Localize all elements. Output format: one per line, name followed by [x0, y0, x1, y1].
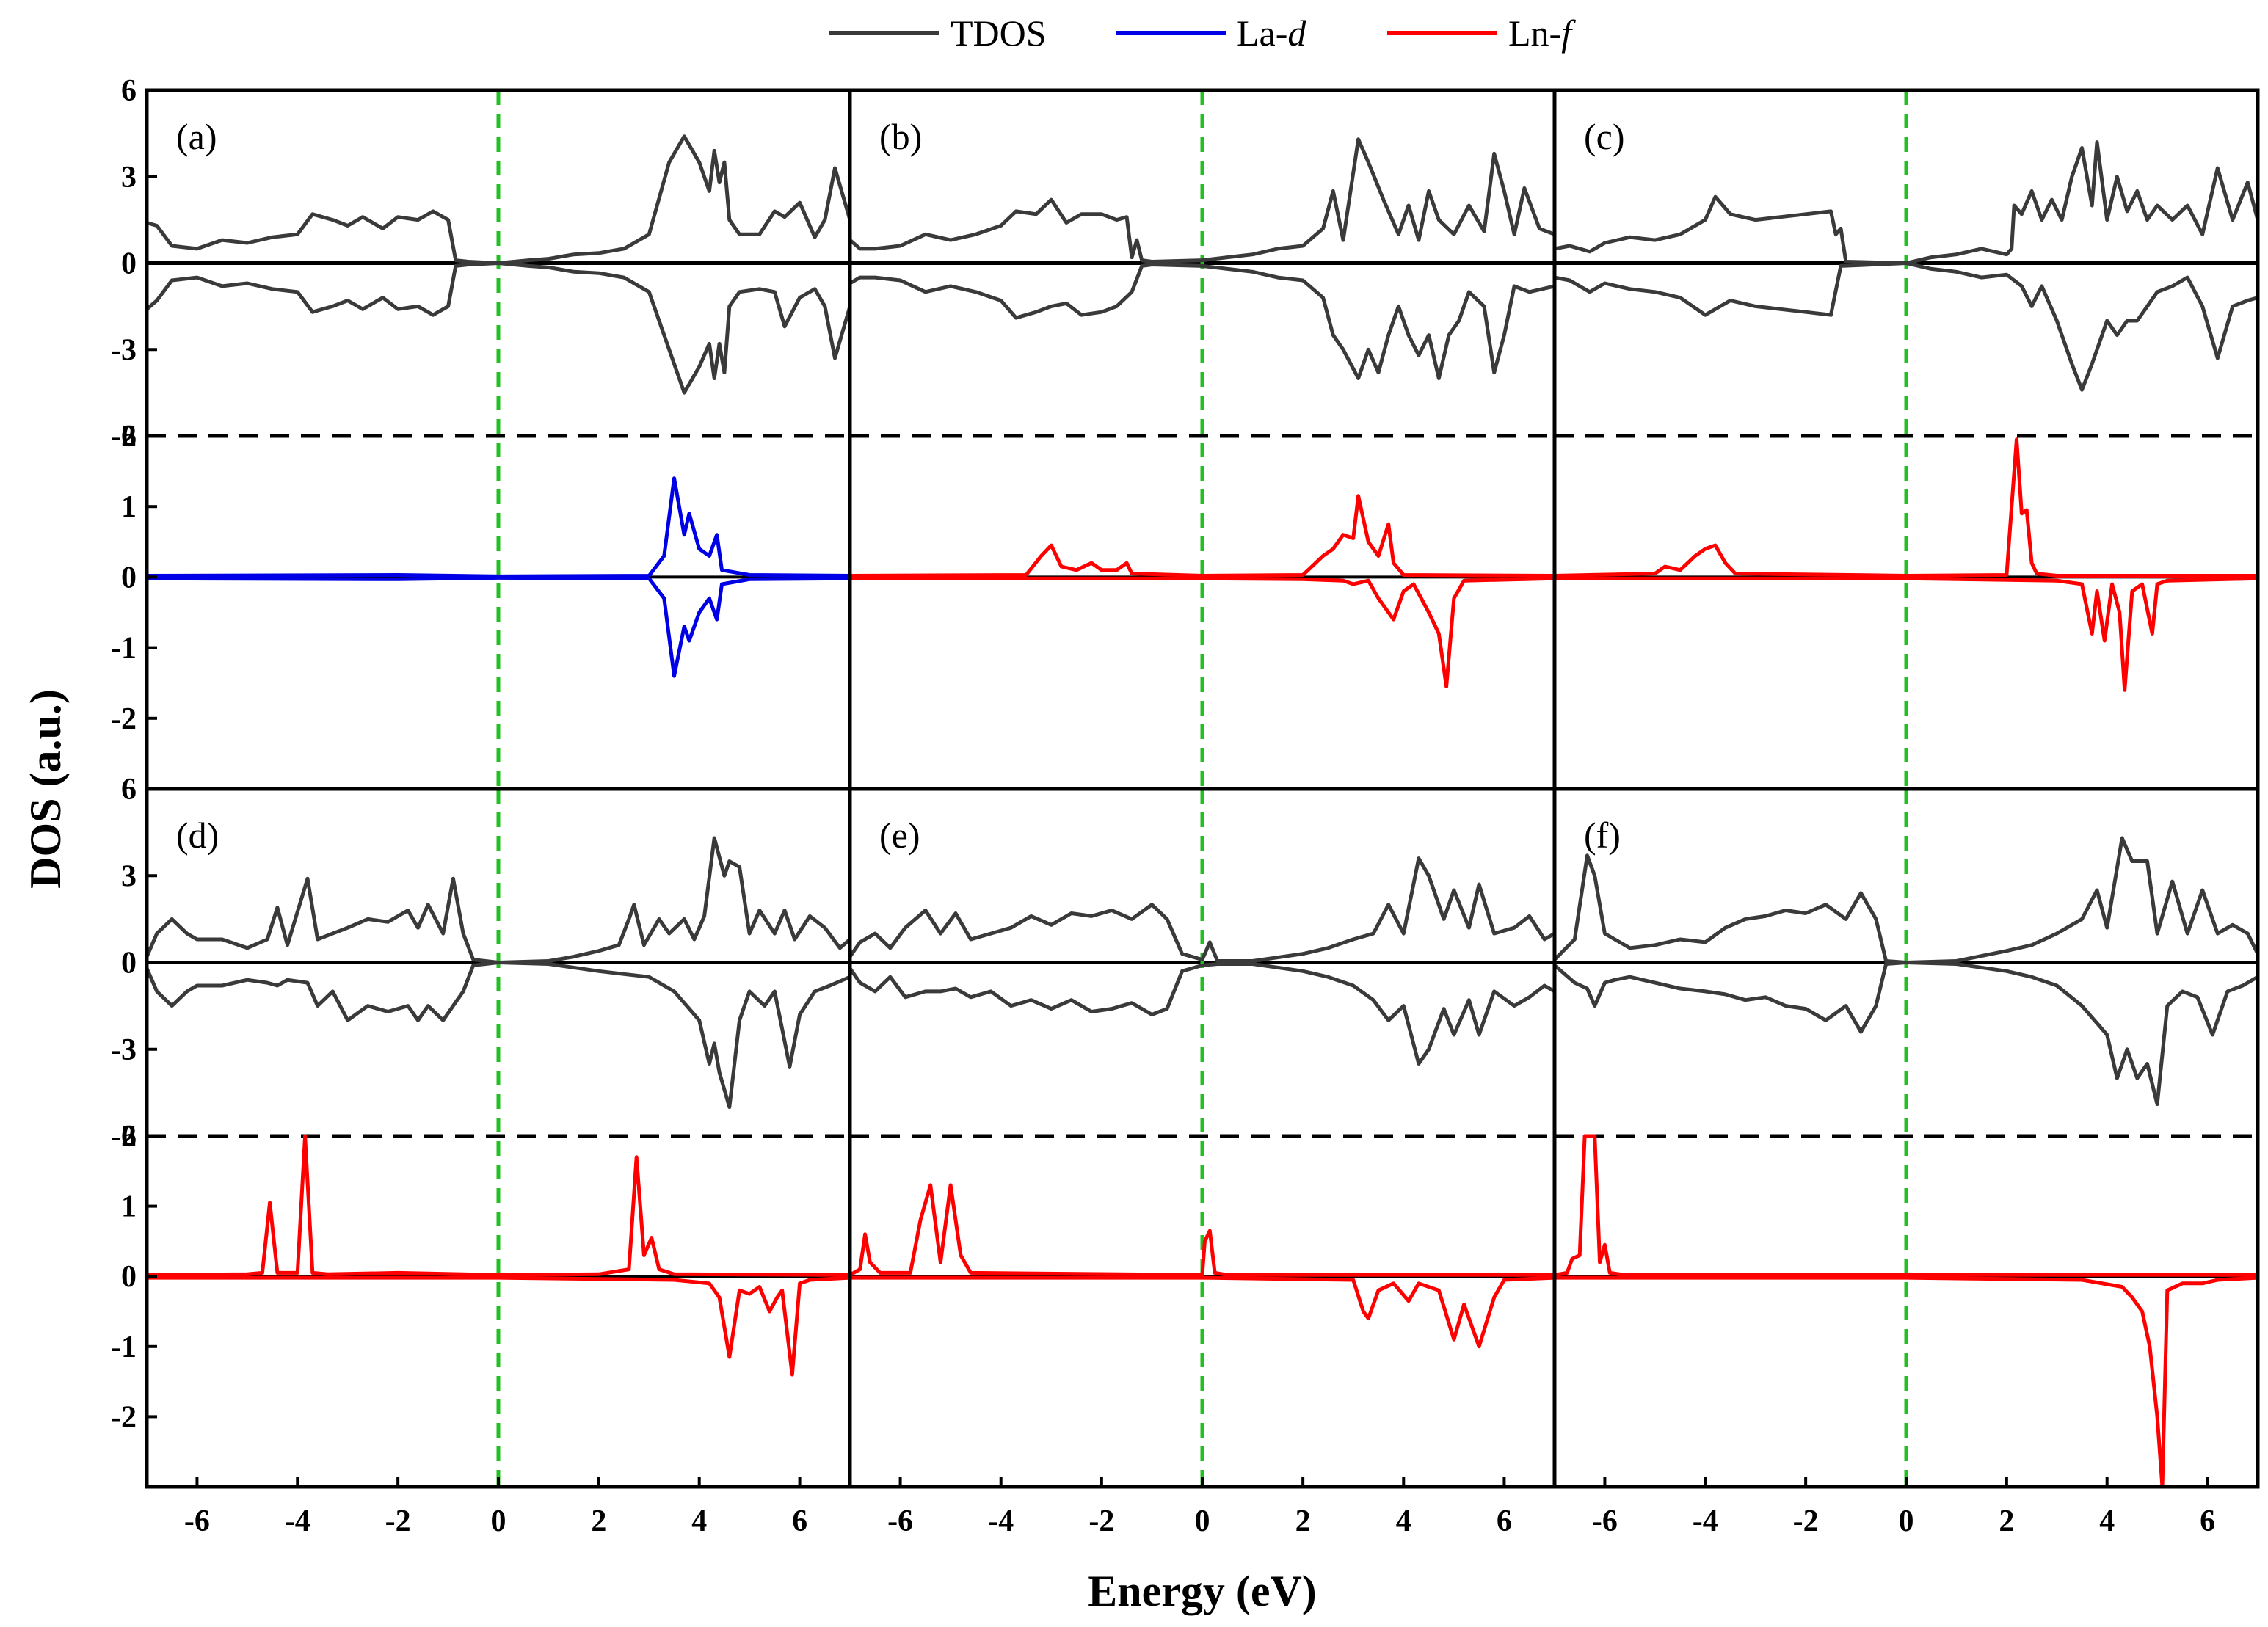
x-tick-label: 6: [2200, 1504, 2215, 1538]
panel-label: (f): [1584, 815, 1621, 856]
tdos-spin-up-line: [1554, 140, 2260, 265]
panels: (a) (b) (c) (d) (e) (f): [145, 90, 2260, 1489]
panel-c: (c): [1554, 90, 2260, 789]
y-tick-label: 0: [121, 947, 137, 980]
x-tick-label: 2: [1295, 1504, 1311, 1538]
x-axis-title: Energy (eV): [1088, 1567, 1317, 1615]
lnf-spin-down-line: [850, 1275, 1555, 1349]
x-tick-label: -4: [285, 1504, 310, 1538]
x-tick-label: 2: [591, 1504, 606, 1538]
y-tick-label: -1: [111, 632, 137, 666]
legend-label: La-d: [1237, 12, 1306, 54]
y-tick-label: -6: [111, 420, 137, 454]
panel-d: (d): [145, 789, 851, 1487]
legend-item-tdos: TDOS: [829, 12, 1047, 54]
x-tick-label: -4: [1693, 1504, 1718, 1538]
tdos-spin-down-line: [1554, 261, 2258, 392]
y-tick-label: 1: [121, 1190, 137, 1224]
lnf-spin-up-line: [848, 1183, 1555, 1277]
panel-e: (e): [848, 789, 1556, 1487]
y-tick-label: 1: [121, 490, 137, 524]
tdos-spin-down-line: [848, 263, 1555, 380]
y-tick-label: 6: [121, 74, 137, 108]
x-tick-label: 4: [1396, 1504, 1411, 1538]
tdos-spin-up-line: [145, 836, 851, 964]
x-tick-label: -6: [1592, 1504, 1618, 1538]
panel-label: (a): [176, 116, 217, 157]
x-tick-label: 4: [2099, 1504, 2115, 1538]
legend-item-lad: La-d: [1116, 12, 1306, 54]
x-tick-label: -2: [1793, 1504, 1819, 1538]
tdos-spin-up-line: [848, 856, 1556, 963]
y-tick-label: 2: [121, 420, 137, 454]
panel-f: (f): [1553, 789, 2260, 1489]
y-tick-label: -3: [111, 1033, 137, 1067]
panel-label: (d): [176, 815, 219, 856]
legend-label: Ln-f: [1508, 12, 1576, 54]
y-tick-label: 3: [121, 161, 137, 194]
tdos-spin-up-line: [146, 134, 852, 265]
tdos-spin-down-line: [848, 962, 1556, 1066]
lnf-spin-up-line: [146, 1134, 851, 1277]
y-tick-label: 2: [121, 1120, 137, 1154]
y-tick-label: 6: [121, 773, 137, 807]
tdos-spin-up-line: [1553, 836, 2260, 964]
x-tick-label: -2: [1088, 1504, 1114, 1538]
lnf-spin-down-line: [1555, 1275, 2258, 1489]
y-tick-label: -2: [111, 702, 137, 736]
x-tick-label: 2: [1999, 1504, 2014, 1538]
y-axis-title: DOS (a.u.): [21, 689, 70, 889]
x-tick-label: 4: [691, 1504, 707, 1538]
y-tick-label: -1: [111, 1331, 137, 1364]
y-tick-label: -3: [111, 333, 137, 367]
legend-label: TDOS: [951, 12, 1047, 54]
lnf-spin-up-line: [849, 494, 1555, 578]
legend: TDOS La-d Ln-f: [829, 12, 1576, 54]
tdos-spin-down-line: [145, 961, 851, 1110]
panel-label: (b): [879, 116, 922, 157]
x-tick-label: -4: [988, 1504, 1014, 1538]
tdos-spin-down-line: [1553, 961, 2259, 1107]
panel-a: (a): [145, 90, 852, 789]
y-tick-label: 0: [121, 247, 137, 281]
y-tick-label: -2: [111, 1400, 137, 1434]
x-tick-label: 0: [491, 1504, 506, 1538]
x-tick-label: 6: [792, 1504, 807, 1538]
legend-item-lnf: Ln-f: [1387, 12, 1576, 54]
tdos-spin-down-line: [145, 261, 852, 395]
x-tick-label: 0: [1195, 1504, 1210, 1538]
lnf-spin-up-line: [1554, 437, 2258, 578]
x-tick-label: 6: [1497, 1504, 1512, 1538]
lnf-spin-up-line: [1554, 1134, 2258, 1277]
y-tick-label: 3: [121, 859, 137, 893]
lnf-spin-down-line: [147, 1275, 851, 1377]
panel-label: (c): [1584, 116, 1625, 157]
panel-label: (e): [879, 815, 920, 856]
x-tick-label: -6: [184, 1504, 210, 1538]
lad-spin-down-line: [146, 575, 851, 678]
tdos-spin-up-line: [848, 137, 1555, 263]
x-tick-label: -6: [887, 1504, 913, 1538]
y-tick-label: 0: [121, 561, 137, 594]
panel-b: (b): [848, 90, 1555, 789]
lnf-spin-down-line: [1555, 576, 2258, 692]
x-tick-label: 0: [1899, 1504, 1914, 1538]
y-tick-label: -6: [111, 1120, 137, 1154]
y-tick-label: 0: [121, 1260, 137, 1294]
x-tick-label: -2: [385, 1504, 411, 1538]
lnf-spin-down-line: [850, 576, 1555, 688]
